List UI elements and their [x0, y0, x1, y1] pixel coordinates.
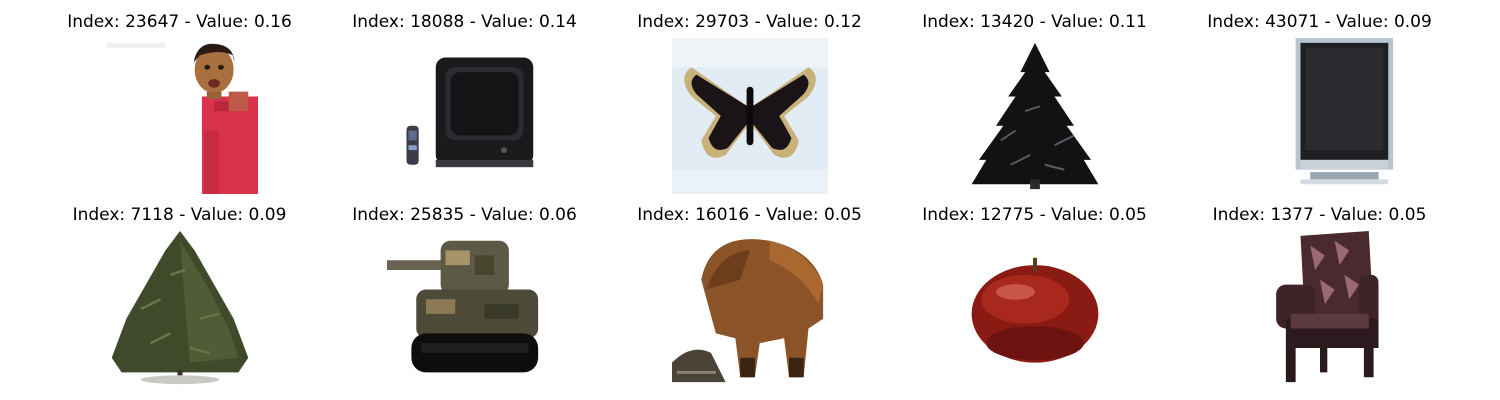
panel-image-red-apple	[956, 231, 1113, 387]
image-panel: Index: 7118 - Value: 0.09	[37, 195, 322, 387]
image-panel: Index: 43071 - Value: 0.09	[1177, 2, 1462, 194]
panel-title: Index: 23647 - Value: 0.16	[67, 12, 292, 32]
panel-title: Index: 13420 - Value: 0.11	[922, 12, 1147, 32]
image-panel: Index: 25835 - Value: 0.06	[322, 195, 607, 387]
panel-image-bear	[671, 231, 828, 387]
panel-image-armchair	[1241, 231, 1398, 387]
panel-title: Index: 29703 - Value: 0.12	[637, 12, 862, 32]
panel-image-butterfly	[671, 38, 828, 194]
image-panel: Index: 23647 - Value: 0.16	[37, 2, 322, 194]
image-panel: Index: 13420 - Value: 0.11	[892, 2, 1177, 194]
image-panel: Index: 12775 - Value: 0.05	[892, 195, 1177, 387]
panel-title: Index: 16016 - Value: 0.05	[637, 205, 862, 225]
panel-image-dark-pine-tree	[956, 38, 1113, 194]
image-panel: Index: 16016 - Value: 0.05	[607, 195, 892, 387]
panel-title: Index: 1377 - Value: 0.05	[1212, 205, 1427, 225]
panel-title: Index: 25835 - Value: 0.06	[352, 205, 577, 225]
panel-image-green-pine-tree	[101, 231, 258, 387]
panel-image-person	[101, 38, 258, 194]
image-panel: Index: 1377 - Value: 0.05	[1177, 195, 1462, 387]
image-panel: Index: 18088 - Value: 0.14	[322, 2, 607, 194]
panel-title: Index: 43071 - Value: 0.09	[1207, 12, 1432, 32]
panel-image-toy-tank	[386, 231, 543, 387]
image-panel: Index: 29703 - Value: 0.12	[607, 2, 892, 194]
panel-title: Index: 18088 - Value: 0.14	[352, 12, 577, 32]
panel-image-crt-television	[386, 38, 543, 194]
panel-image-flat-screen-television	[1241, 38, 1398, 194]
panel-title: Index: 7118 - Value: 0.09	[72, 205, 287, 225]
panel-title: Index: 12775 - Value: 0.05	[922, 205, 1147, 225]
